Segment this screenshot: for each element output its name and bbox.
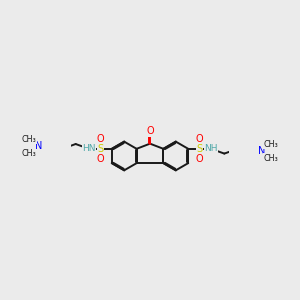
Text: N: N	[34, 141, 42, 152]
Text: CH₃: CH₃	[22, 149, 36, 158]
Text: CH₃: CH₃	[22, 135, 36, 144]
Text: CH₃: CH₃	[264, 140, 278, 148]
Text: N: N	[258, 146, 266, 156]
Text: O: O	[196, 154, 203, 164]
Text: O: O	[146, 127, 154, 136]
Text: O: O	[196, 134, 203, 144]
Text: NH: NH	[204, 144, 218, 153]
Text: HN: HN	[82, 144, 96, 153]
Text: CH₃: CH₃	[264, 154, 278, 163]
Text: S: S	[196, 144, 202, 154]
Text: O: O	[97, 154, 104, 164]
Text: S: S	[98, 144, 103, 154]
Text: O: O	[97, 134, 104, 144]
